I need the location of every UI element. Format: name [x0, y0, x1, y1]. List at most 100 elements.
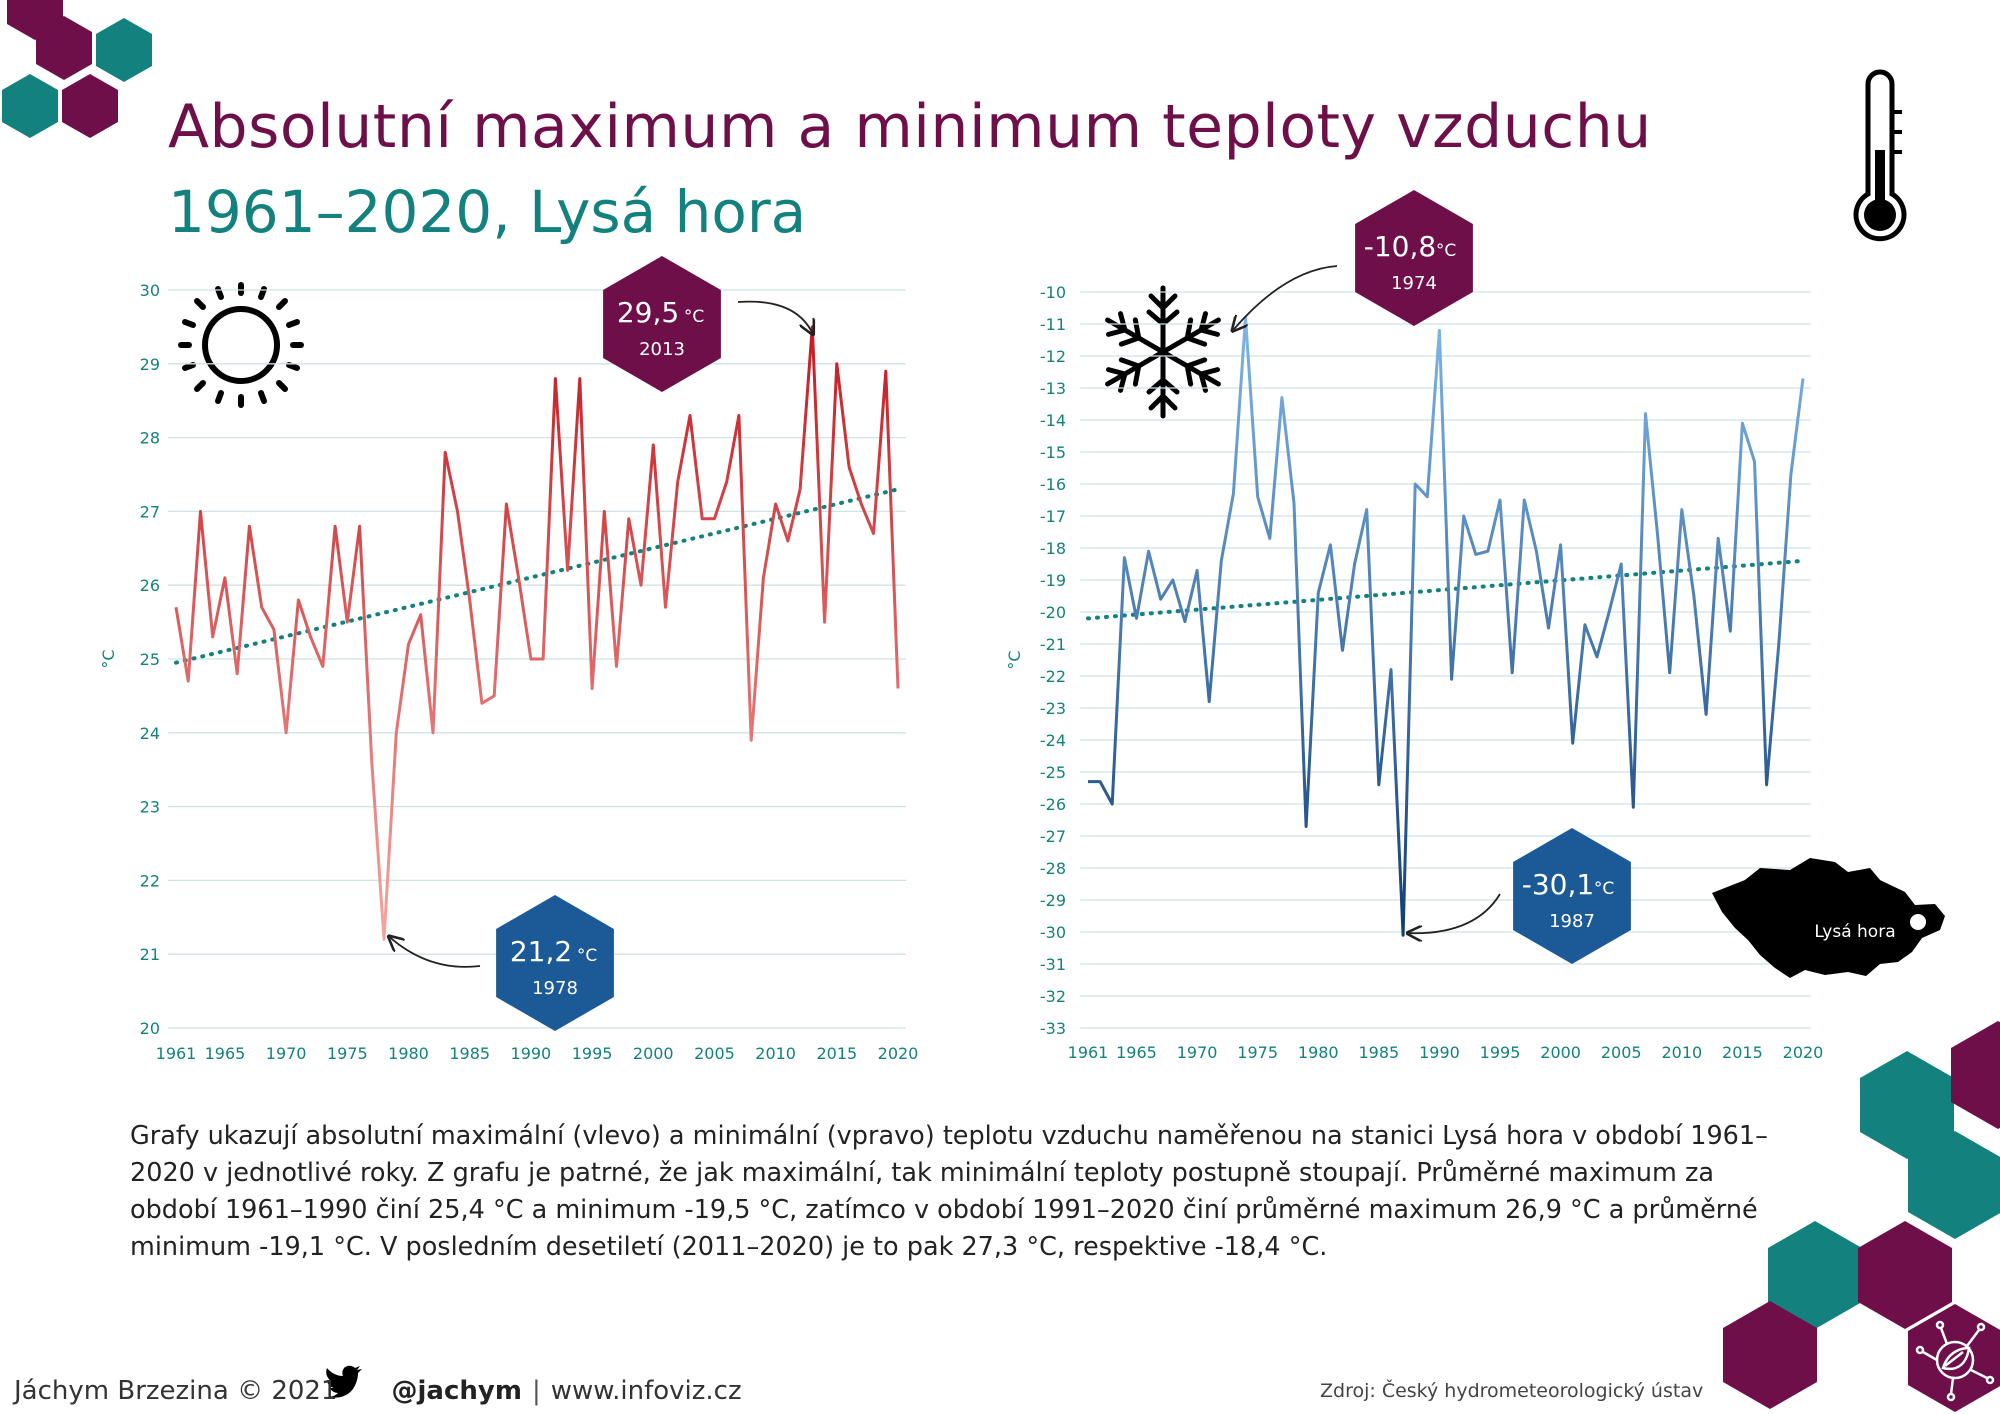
trend-line — [174, 487, 900, 665]
y-tick-label: -10 — [1040, 283, 1066, 302]
y-tick-label: -31 — [1040, 955, 1066, 974]
y-axis-label: °C — [1005, 650, 1024, 669]
annotation-year: 1987 — [1549, 911, 1595, 932]
x-tick-label: 1970 — [266, 1044, 307, 1063]
description-line: minimum -19,1 °C. V posledním desetiletí… — [130, 1232, 1328, 1262]
description-line: 2020 v jednotlivé roky. Z grafu je patrn… — [130, 1158, 1714, 1188]
x-tick-label: 1990 — [511, 1044, 552, 1063]
y-tick-label: -30 — [1040, 923, 1066, 942]
y-tick-label: -26 — [1040, 795, 1066, 814]
x-tick-label: 1985 — [1358, 1043, 1399, 1062]
description: Grafy ukazují absolutní maximální (vlevo… — [130, 1118, 1768, 1266]
y-tick-label: -23 — [1040, 699, 1066, 718]
annotation-arrow — [1234, 265, 1338, 330]
x-tick-label: 2010 — [755, 1044, 796, 1063]
sun-icon — [178, 282, 304, 408]
y-axis-label: °C — [99, 649, 118, 668]
twitter-icon — [326, 1365, 362, 1398]
x-tick-label: 2015 — [1722, 1043, 1763, 1062]
badge-hexagon — [496, 895, 614, 1031]
max-temperature-chart: 20 21 22 23 24 25 26 27 28 29 30 1961 1965 1970 1975 19… — [99, 256, 918, 1063]
map-label-lysa-hora: Lysá hora — [1814, 922, 1895, 942]
y-tick-label: -18 — [1040, 539, 1066, 558]
x-tick-label: 2000 — [633, 1044, 674, 1063]
series-line — [1088, 316, 1805, 937]
y-tick-label: -19 — [1040, 571, 1066, 590]
x-tick-label: 2000 — [1540, 1043, 1581, 1062]
czech-map-icon: Lysá hora — [1712, 858, 1945, 978]
annotation-arrow — [390, 937, 481, 968]
x-tick-label: 2010 — [1661, 1043, 1702, 1062]
y-tick-label: -22 — [1040, 667, 1066, 686]
y-tick-label: -20 — [1040, 603, 1066, 622]
trend-line — [1086, 558, 1805, 621]
decor-hexagons-top-left — [2, 0, 152, 138]
author-credit: Jáchym Brzezina © 2021 — [14, 1376, 338, 1406]
y-tick-label: 25 — [140, 650, 160, 669]
y-tick-label: -29 — [1040, 891, 1066, 910]
series-line — [174, 325, 900, 941]
x-tick-label: 1965 — [1116, 1043, 1157, 1062]
x-tick-label: 1990 — [1419, 1043, 1460, 1062]
x-tick-label: 2015 — [816, 1044, 857, 1063]
annotation-year: 1974 — [1391, 273, 1437, 294]
annotation-value: -30,1 — [1522, 868, 1594, 901]
annotation-year: 1978 — [532, 978, 578, 999]
y-tick-label: -11 — [1040, 315, 1066, 334]
x-tick-label: 2020 — [878, 1044, 919, 1063]
annotation-badge: -30,1 °C 1987 — [1409, 828, 1631, 964]
x-tick-label: 2020 — [1783, 1043, 1824, 1062]
annotation-year: 2013 — [639, 339, 685, 360]
x-tick-label: 2005 — [1601, 1043, 1642, 1062]
y-tick-label: -13 — [1040, 379, 1066, 398]
annotation-value: 29,5 — [617, 296, 679, 329]
x-tick-label: 2005 — [694, 1044, 735, 1063]
y-tick-label: 27 — [140, 502, 160, 521]
y-tick-label: 23 — [140, 798, 160, 817]
annotation-value: -10,8 — [1364, 230, 1436, 263]
x-tick-label: 1995 — [572, 1044, 613, 1063]
min-temperature-chart: -10 -11 -12 -13 -14 -15 -16 -17 -18 -19 -20 -21 -22 -… — [1005, 190, 1823, 1062]
page-subtitle: 1961–2020, Lysá hora — [168, 178, 807, 246]
y-tick-label: -24 — [1040, 731, 1066, 750]
y-tick-label: -12 — [1040, 347, 1066, 366]
footer-credits: Jáchym Brzezina © 2021 @jachym | www.inf… — [14, 1376, 742, 1406]
y-tick-label: 29 — [140, 355, 160, 374]
y-tick-label: 24 — [140, 724, 160, 743]
y-tick-label: -16 — [1040, 475, 1066, 494]
badge-hexagon — [603, 256, 721, 392]
annotation-value: 21,2 — [510, 935, 572, 968]
y-tick-label: 22 — [140, 871, 160, 890]
footer-separator: | — [531, 1376, 541, 1406]
x-tick-label: 1985 — [449, 1044, 490, 1063]
y-tick-label: -25 — [1040, 763, 1066, 782]
y-tick-label: -33 — [1040, 1019, 1066, 1038]
y-tick-label: 28 — [140, 429, 160, 448]
network-leaf-icon — [1915, 1320, 1995, 1402]
y-tick-label: -27 — [1040, 827, 1066, 846]
badge-hexagon — [1513, 828, 1631, 964]
twitter-handle-link[interactable]: @jachym — [391, 1376, 522, 1406]
x-tick-label: 1995 — [1480, 1043, 1521, 1062]
x-tick-label: 1975 — [1237, 1043, 1278, 1062]
annotation-unit: °C — [1436, 241, 1456, 261]
annotation-arrow — [737, 300, 812, 333]
x-tick-label: 1961 — [1068, 1043, 1109, 1062]
annotation-unit: °C — [684, 307, 704, 327]
x-tick-label: 1980 — [1298, 1043, 1339, 1062]
y-tick-label: 21 — [140, 945, 160, 964]
y-tick-label: 26 — [140, 576, 160, 595]
x-tick-label: 1980 — [388, 1044, 429, 1063]
y-tick-label: -15 — [1040, 443, 1066, 462]
annotation-badge: 29,5 °C 2013 — [603, 256, 812, 392]
y-tick-label: -21 — [1040, 635, 1066, 654]
annotation-badge: 21,2 °C 1978 — [390, 895, 614, 1031]
annotation-arrow — [1409, 893, 1501, 933]
description-line: období 1961–1990 činí 25,4 °C a minimum … — [130, 1195, 1758, 1225]
thermometer-icon — [1853, 69, 1907, 242]
snowflake-icon — [1101, 285, 1226, 416]
y-tick-label: -14 — [1040, 411, 1066, 430]
y-tick-label: -32 — [1040, 987, 1066, 1006]
x-tick-label: 1961 — [156, 1044, 197, 1063]
website-link[interactable]: www.infoviz.cz — [550, 1376, 742, 1406]
